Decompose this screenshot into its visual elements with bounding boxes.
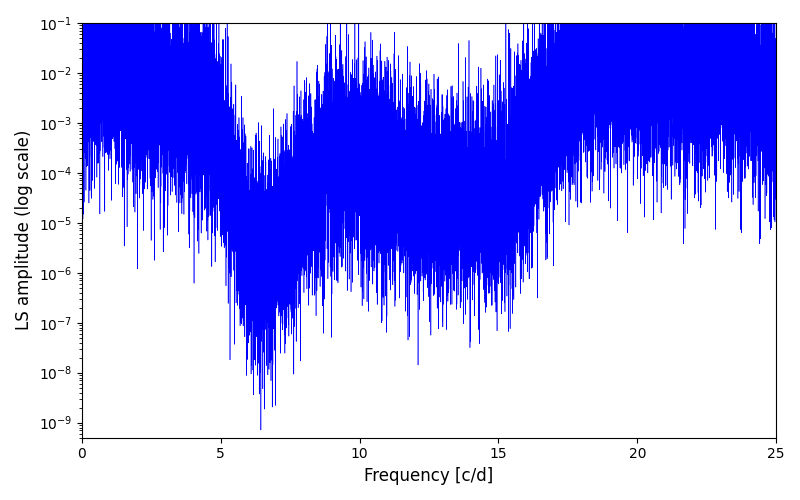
X-axis label: Frequency [c/d]: Frequency [c/d] <box>364 467 494 485</box>
Y-axis label: LS amplitude (log scale): LS amplitude (log scale) <box>15 130 33 330</box>
